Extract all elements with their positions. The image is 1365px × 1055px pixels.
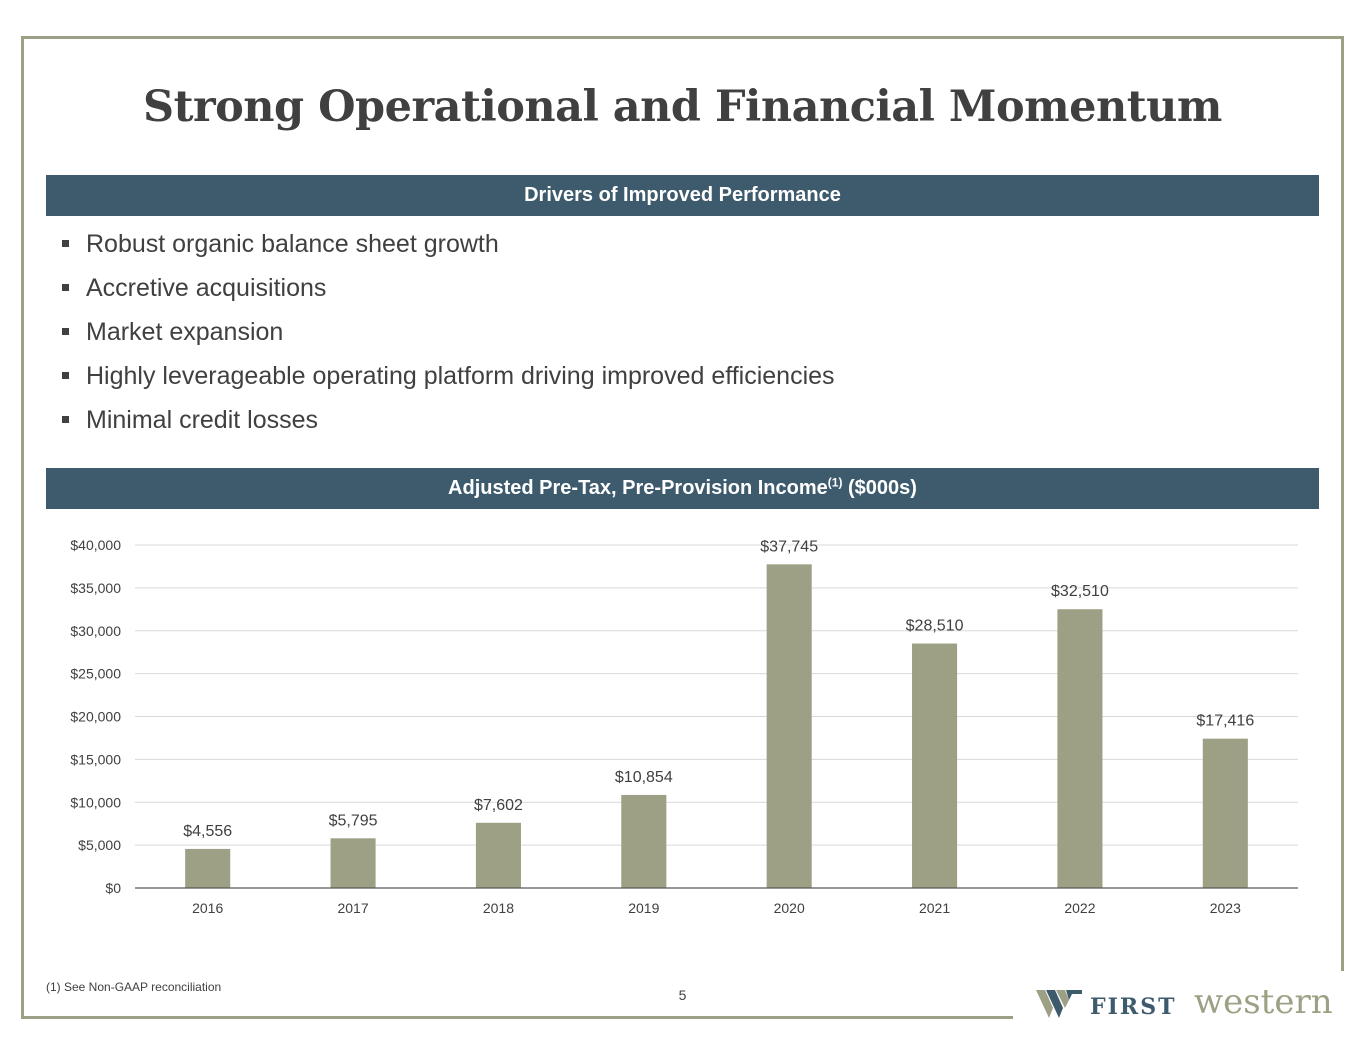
frame-top-border (21, 36, 1344, 39)
y-tick-label: $10,000 (70, 794, 121, 810)
bars (185, 564, 1248, 888)
x-tick-label: 2022 (1064, 900, 1095, 916)
chart-header-superscript: (1) (827, 475, 843, 490)
y-tick-label: $30,000 (70, 623, 121, 639)
list-item-text: Robust organic balance sheet growth (86, 230, 499, 258)
list-item-text: Highly leverageable operating platform d… (86, 362, 835, 390)
bar (766, 564, 812, 888)
x-tick-label: 2020 (774, 900, 805, 916)
bullet-square-icon (62, 416, 69, 423)
page-number: 5 (678, 987, 687, 1003)
income-bar-chart: $0 $5,000 $10,000 $15,000 $20,000 $25,000 $30,… (70, 537, 1298, 916)
list-item: Market expansion (60, 314, 835, 358)
data-label: $32,510 (1051, 583, 1109, 600)
bar (185, 848, 231, 888)
bar (475, 822, 521, 888)
bar (1057, 609, 1103, 888)
list-item: Robust organic balance sheet growth (60, 226, 835, 270)
x-tick-label: 2019 (628, 900, 659, 916)
data-label: $10,854 (615, 769, 673, 786)
x-tick-label: 2018 (483, 900, 514, 916)
data-label: $37,745 (760, 538, 818, 555)
x-axis-ticks: 2016 2017 2018 2019 2020 2021 2022 2023 (192, 900, 1241, 916)
bar (1202, 738, 1248, 888)
grid-lines (135, 544, 1298, 846)
data-label: $4,556 (183, 823, 232, 840)
list-item: Accretive acquisitions (60, 270, 835, 314)
y-tick-label: $40,000 (70, 537, 121, 553)
drivers-header: Drivers of Improved Performance (46, 175, 1319, 216)
bullet-square-icon (62, 328, 69, 335)
y-tick-label: $20,000 (70, 709, 121, 725)
x-tick-label: 2023 (1210, 900, 1241, 916)
x-tick-label: 2016 (192, 900, 223, 916)
chart-header-main: Adjusted Pre-Tax, Pre-Provision Income (448, 477, 828, 499)
y-axis-ticks: $0 $5,000 $10,000 $15,000 $20,000 $25,000 $30,… (70, 537, 121, 896)
y-tick-label: $5,000 (78, 837, 121, 853)
x-tick-label: 2017 (337, 900, 368, 916)
bullet-square-icon (62, 372, 69, 379)
list-item-text: Accretive acquisitions (86, 274, 327, 302)
bar (621, 794, 667, 888)
data-label: $17,416 (1196, 713, 1254, 730)
chart-header: Adjusted Pre-Tax, Pre-Provision Income(1… (46, 468, 1319, 509)
list-item-text: Minimal credit losses (86, 406, 319, 434)
footnote: (1) See Non-GAAP reconciliation (46, 980, 222, 994)
list-item: Highly leverageable operating platform d… (60, 358, 835, 402)
bullet-square-icon (62, 240, 69, 247)
frame-right-border (1341, 36, 1344, 971)
frame-left-border (21, 36, 24, 1019)
x-tick-label: 2021 (919, 900, 950, 916)
data-label: $5,795 (329, 812, 378, 829)
drivers-list: Robust organic balance sheet growth Accr… (60, 226, 835, 446)
bar (330, 838, 376, 888)
logo-w-mark-icon (1036, 990, 1082, 1018)
data-label: $7,602 (474, 797, 523, 814)
data-label: $28,510 (906, 618, 964, 635)
y-tick-label: $0 (105, 880, 121, 896)
logo-western-text: western (1194, 982, 1333, 1022)
chart-header-suffix: ($000s) (848, 477, 917, 499)
y-tick-label: $25,000 (70, 666, 121, 682)
list-item: Minimal credit losses (60, 402, 835, 446)
y-tick-label: $15,000 (70, 751, 121, 767)
logo-first-text: FIRST (1090, 994, 1177, 1020)
y-tick-label: $35,000 (70, 580, 121, 596)
bullet-square-icon (62, 284, 69, 291)
list-item-text: Market expansion (86, 318, 284, 346)
frame-bottom-border (21, 1016, 1013, 1019)
first-western-logo: FIRST western (1036, 982, 1346, 1024)
bar (912, 643, 958, 888)
page-title: Strong Operational and Financial Momentu… (143, 82, 1222, 132)
data-labels: $4,556 $5,795 $7,602 $10,854 $37,745 $28,510 $… (183, 538, 1254, 840)
